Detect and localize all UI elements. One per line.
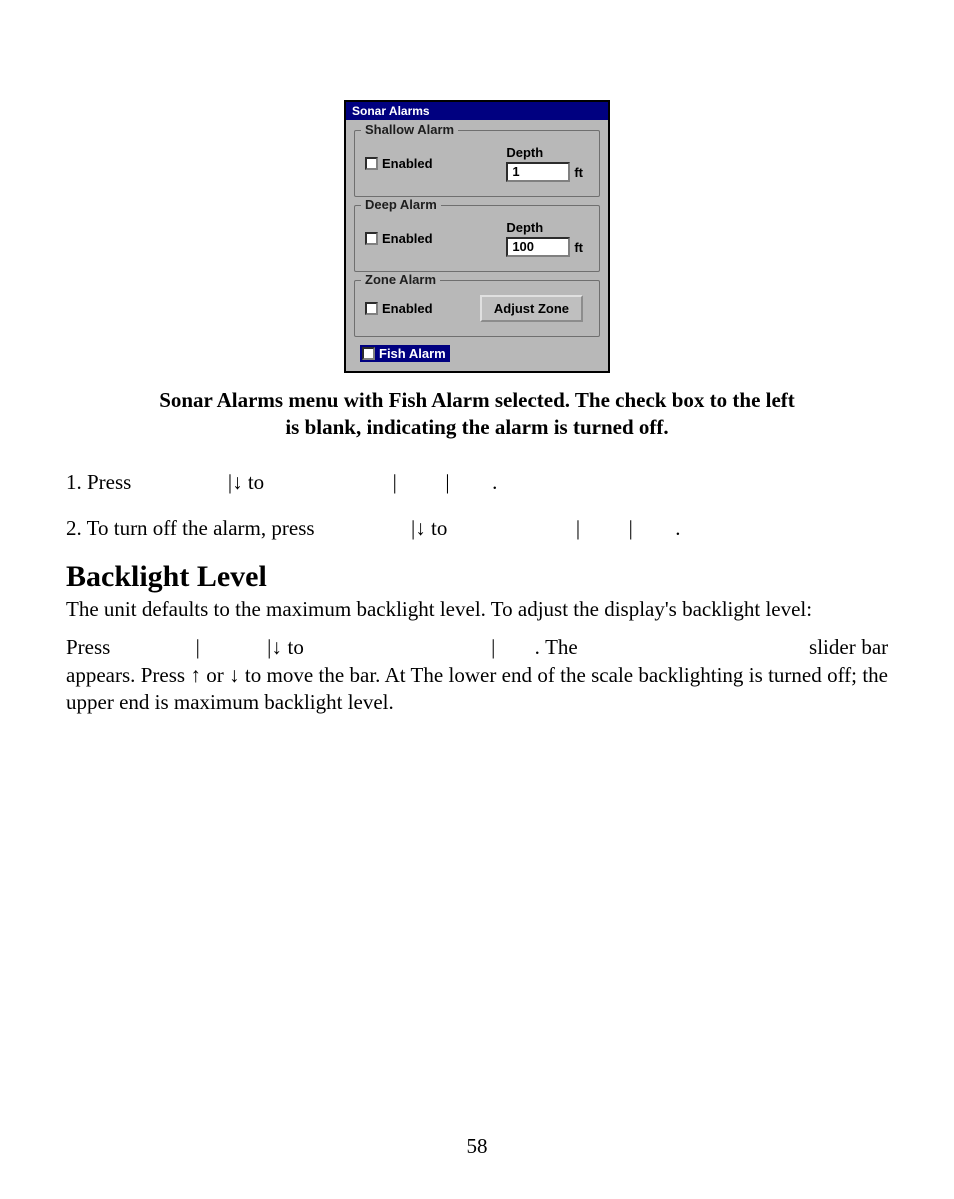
caption-line1: Sonar Alarms menu with Fish Alarm select…	[159, 388, 795, 412]
shallow-alarm-group: Shallow Alarm Enabled Depth 1 ft	[354, 130, 600, 197]
zone-enabled-checkbox[interactable]: Enabled	[365, 301, 433, 316]
shallow-depth-label: Depth	[506, 145, 583, 160]
step2-lead: 2. To turn off the alarm, press	[66, 516, 315, 540]
period: .	[492, 470, 497, 494]
checkbox-box-icon	[365, 232, 378, 245]
shallow-depth-input[interactable]: 1	[506, 162, 570, 182]
checkbox-box-icon	[362, 347, 375, 360]
bl-slider-word: slider	[809, 635, 856, 659]
fish-alarm-label: Fish Alarm	[379, 346, 446, 361]
step1-to: to	[248, 470, 264, 494]
deep-alarm-group: Deep Alarm Enabled Depth 100 ft	[354, 205, 600, 272]
pipe-icon: |	[576, 516, 580, 540]
shallow-alarm-legend: Shallow Alarm	[361, 122, 458, 137]
fish-alarm-checkbox[interactable]: Fish Alarm	[360, 345, 450, 362]
step1-lead: 1. Press	[66, 470, 131, 494]
bl-to: to	[287, 635, 303, 659]
zone-alarm-group: Zone Alarm Enabled Adjust Zone	[354, 280, 600, 337]
arrow-down-icon: ↓	[232, 470, 243, 494]
adjust-zone-button[interactable]: Adjust Zone	[480, 295, 583, 322]
pipe-icon: |	[445, 470, 449, 494]
deep-enabled-label: Enabled	[382, 231, 433, 246]
checkbox-box-icon	[365, 157, 378, 170]
shallow-enabled-label: Enabled	[382, 156, 433, 171]
backlight-intro: The unit defaults to the maximum backlig…	[66, 596, 888, 624]
pipe-icon: |	[196, 635, 200, 659]
bl-mid: . The	[535, 635, 578, 659]
shallow-depth-unit: ft	[574, 165, 583, 180]
period: .	[675, 516, 680, 540]
deep-depth-unit: ft	[574, 240, 583, 255]
step2-to: to	[431, 516, 447, 540]
pipe-icon: |	[491, 635, 495, 659]
zone-alarm-legend: Zone Alarm	[361, 272, 440, 287]
caption-line2: is blank, indicating the alarm is turned…	[285, 415, 668, 439]
step-1: 1. Press |↓ to | | .	[66, 468, 888, 496]
figure-caption: Sonar Alarms menu with Fish Alarm select…	[66, 387, 888, 442]
zone-enabled-label: Enabled	[382, 301, 433, 316]
deep-depth-input[interactable]: 100	[506, 237, 570, 257]
deep-enabled-checkbox[interactable]: Enabled	[365, 231, 433, 246]
deep-depth-label: Depth	[506, 220, 583, 235]
bl-lead: Press	[66, 635, 110, 659]
step-2: 2. To turn off the alarm, press |↓ to | …	[66, 514, 888, 542]
pipe-icon: |	[629, 516, 633, 540]
checkbox-box-icon	[365, 302, 378, 315]
pipe-icon: |	[393, 470, 397, 494]
bl-rest: bar appears. Press ↑ or ↓ to move the ba…	[66, 635, 888, 714]
arrow-down-icon: ↓	[415, 516, 426, 540]
dialog-title: Sonar Alarms	[346, 102, 608, 120]
backlight-procedure: Press | |↓ to | . The slider bar appears…	[66, 634, 888, 717]
deep-alarm-legend: Deep Alarm	[361, 197, 441, 212]
sonar-alarms-dialog: Sonar Alarms Shallow Alarm Enabled Depth	[344, 100, 610, 373]
page-number: 58	[0, 1134, 954, 1159]
arrow-down-icon: ↓	[271, 635, 282, 659]
shallow-enabled-checkbox[interactable]: Enabled	[365, 156, 433, 171]
backlight-heading: Backlight Level	[66, 560, 888, 594]
